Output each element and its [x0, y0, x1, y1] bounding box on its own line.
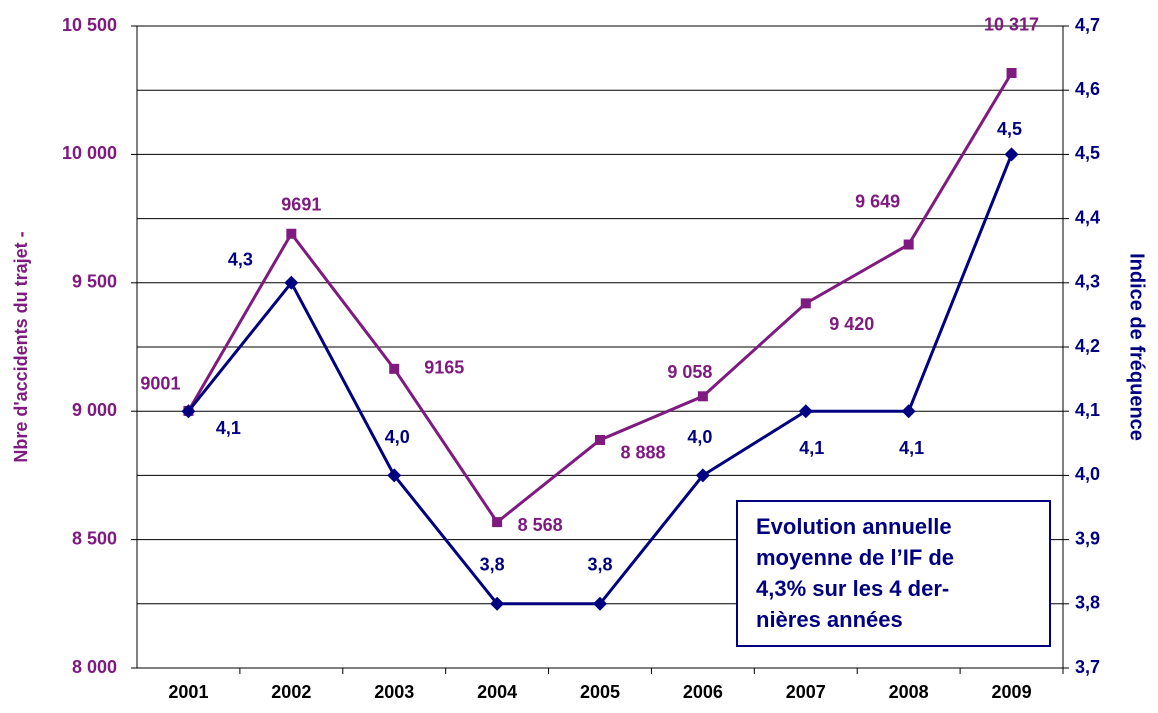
data-label: 4,1 — [899, 438, 924, 458]
x-tick-label: 2003 — [374, 682, 414, 702]
x-tick-label: 2004 — [477, 682, 517, 702]
marker — [492, 517, 503, 528]
annotation-text: 4,3% sur les 4 der- — [756, 576, 949, 601]
y-tick-label: 8 500 — [72, 528, 117, 548]
marker — [901, 404, 916, 419]
y2-axis-label: Indice de fréquence — [1126, 253, 1148, 441]
y2-tick-label: 4,7 — [1075, 15, 1100, 35]
data-label: 9 649 — [855, 191, 900, 211]
marker — [490, 596, 505, 611]
marker — [697, 391, 708, 402]
y-axis-label: Nbre d'accidents du trajet - — [11, 231, 31, 462]
marker — [595, 434, 605, 445]
marker — [798, 404, 813, 419]
y2-tick-label: 3,8 — [1075, 593, 1100, 613]
y2-tick-label: 3,7 — [1075, 657, 1100, 677]
y2-tick-label: 4,6 — [1075, 79, 1100, 99]
data-label: 8 568 — [518, 515, 563, 535]
y2-tick-label: 4,5 — [1075, 143, 1100, 163]
data-label: 4,1 — [799, 438, 824, 458]
marker — [389, 363, 400, 374]
x-tick-label: 2006 — [683, 682, 723, 702]
marker — [181, 404, 196, 419]
data-label: 3,8 — [480, 555, 505, 575]
x-tick-label: 2001 — [168, 682, 208, 702]
x-tick-label: 2002 — [271, 682, 311, 702]
data-label: 8 888 — [620, 443, 665, 463]
y-tick-label: 9 000 — [72, 400, 117, 420]
marker — [903, 239, 914, 250]
y2-tick-label: 4,0 — [1075, 464, 1100, 484]
annotation-text: moyenne de l’IF de — [756, 545, 954, 570]
annotation-box — [736, 500, 1051, 647]
data-label: 4,0 — [385, 427, 410, 447]
annotation-text: nières années — [756, 607, 903, 632]
x-tick-label: 2009 — [992, 682, 1032, 702]
y-tick-label: 10 000 — [62, 143, 117, 163]
x-tick-label: 2005 — [580, 682, 620, 702]
marker — [284, 275, 299, 290]
data-label: 4,0 — [687, 427, 712, 447]
x-tick-label: 2008 — [889, 682, 929, 702]
marker — [800, 298, 811, 309]
y2-tick-label: 4,3 — [1075, 272, 1100, 292]
data-label: 9 058 — [667, 362, 712, 382]
marker — [695, 468, 710, 483]
x-tick-label: 2007 — [786, 682, 826, 702]
annotation-text: Evolution annuelle — [756, 514, 952, 539]
data-label: 3,8 — [587, 555, 612, 575]
data-label: 9691 — [281, 195, 321, 215]
data-label: 9 420 — [829, 314, 874, 334]
y2-tick-label: 3,9 — [1075, 528, 1100, 548]
y2-tick-label: 4,1 — [1075, 400, 1100, 420]
series-line — [187, 72, 1013, 525]
y2-tick-label: 4,2 — [1075, 336, 1100, 356]
y-tick-label: 10 500 — [62, 15, 117, 35]
marker — [1004, 147, 1019, 162]
marker — [286, 228, 297, 239]
data-label: 9165 — [424, 358, 464, 378]
data-label: 10 317 — [984, 15, 1039, 35]
data-label: 9001 — [140, 374, 180, 394]
marker — [593, 596, 607, 611]
data-label: 4,5 — [997, 119, 1022, 139]
y-tick-label: 9 500 — [72, 272, 117, 292]
data-label: 4,3 — [228, 250, 253, 270]
y-tick-label: 8 000 — [72, 657, 117, 677]
y2-tick-label: 4,4 — [1075, 207, 1100, 227]
marker — [1006, 67, 1017, 78]
data-label: 4,1 — [216, 418, 241, 438]
marker — [387, 468, 402, 483]
